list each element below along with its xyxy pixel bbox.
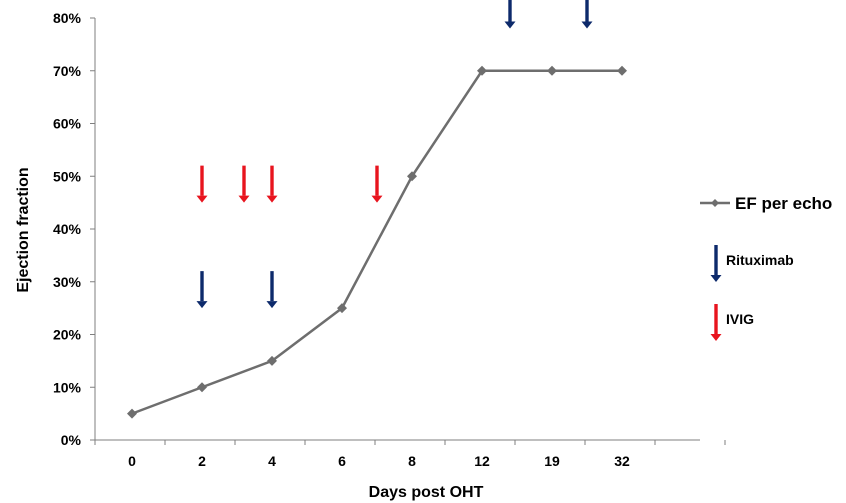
rituximab-arrow-shaft bbox=[585, 0, 589, 22]
y-tick-label: 80% bbox=[53, 10, 82, 26]
rituximab-arrow bbox=[504, 0, 516, 29]
ivig-arrow-head bbox=[196, 195, 208, 203]
series-line bbox=[131, 69, 622, 415]
data-point bbox=[337, 303, 347, 314]
x-axis-title: Days post OHT bbox=[369, 484, 484, 501]
y-tick-label: 20% bbox=[53, 327, 82, 343]
rituximab-arrow bbox=[266, 271, 278, 309]
legend-rituximab-arrow-shape-shaft bbox=[714, 245, 718, 275]
y-axis-title: Ejection fraction bbox=[15, 167, 32, 292]
ivig-arrow-shaft bbox=[270, 165, 274, 196]
ivig-arrow-head bbox=[371, 195, 383, 203]
rituximab-arrow-shaft bbox=[200, 271, 204, 302]
ivig-arrow bbox=[238, 165, 250, 203]
x-tick-label: 2 bbox=[198, 453, 206, 469]
legend-rituximab-arrow-shape-head bbox=[710, 275, 722, 282]
ivig-arrow-head bbox=[266, 195, 278, 203]
y-axis: 0% 10% 20% 30% 40% 50% 60% 70% 80% bbox=[53, 10, 96, 448]
legend: EF per echo Rituximab IVIG bbox=[700, 194, 832, 341]
data-point bbox=[197, 382, 207, 393]
ivig-arrow bbox=[266, 165, 278, 203]
legend-series-label: EF per echo bbox=[735, 194, 832, 213]
legend-ivig-label: IVIG bbox=[726, 311, 754, 327]
rituximab-arrow-shaft bbox=[270, 271, 274, 302]
legend-rituximab-arrow-shape bbox=[710, 245, 722, 282]
legend-ivig-arrow-shape-shaft bbox=[714, 304, 718, 334]
ivig-arrow-shaft bbox=[200, 165, 204, 196]
data-point bbox=[407, 171, 417, 182]
y-tick-label: 40% bbox=[53, 221, 82, 237]
legend-series-marker bbox=[711, 199, 719, 207]
rituximab-arrow-shaft bbox=[508, 0, 512, 22]
x-tick-label: 4 bbox=[268, 453, 276, 469]
ivig-arrow-shaft bbox=[242, 165, 246, 196]
rituximab-arrow bbox=[581, 0, 593, 29]
y-tick-label: 0% bbox=[61, 432, 82, 448]
y-tick-label: 30% bbox=[53, 274, 82, 290]
legend-ivig-arrow bbox=[710, 304, 722, 341]
ivig-arrow bbox=[196, 165, 208, 203]
y-tick-label: 70% bbox=[53, 63, 82, 79]
x-tick-label: 32 bbox=[614, 453, 630, 469]
legend-ivig-arrow-shape-head bbox=[710, 334, 722, 341]
ivig-arrow-shaft bbox=[375, 165, 379, 196]
data-point bbox=[477, 65, 487, 76]
data-point bbox=[547, 65, 557, 76]
legend-rituximab-arrow bbox=[710, 245, 722, 282]
x-tick-label: 12 bbox=[474, 453, 490, 469]
y-tick-label: 60% bbox=[53, 116, 82, 132]
x-tick-label: 8 bbox=[408, 453, 416, 469]
data-point bbox=[267, 355, 277, 366]
rituximab-arrow-head bbox=[196, 301, 208, 309]
rituximab-arrow-head bbox=[266, 301, 278, 309]
series-ef-per-echo bbox=[127, 65, 627, 419]
data-point bbox=[127, 408, 137, 419]
data-point bbox=[617, 65, 627, 76]
rituximab-arrow-head bbox=[504, 21, 516, 29]
rituximab-arrow-head bbox=[581, 21, 593, 29]
legend-rituximab-label: Rituximab bbox=[726, 252, 794, 268]
y-tick-label: 10% bbox=[53, 379, 82, 395]
rituximab-arrow bbox=[196, 271, 208, 309]
y-tick-label: 50% bbox=[53, 168, 82, 184]
x-axis: 0 2 4 6 8 12 19 32 bbox=[94, 439, 726, 469]
x-tick-label: 6 bbox=[338, 453, 346, 469]
x-tick-label: 0 bbox=[128, 453, 136, 469]
ivig-arrow bbox=[371, 165, 383, 203]
legend-ivig-arrow-shape bbox=[710, 304, 722, 341]
x-tick-label: 19 bbox=[544, 453, 560, 469]
ivig-arrow-head bbox=[238, 195, 250, 203]
treatment-arrows bbox=[196, 0, 593, 309]
